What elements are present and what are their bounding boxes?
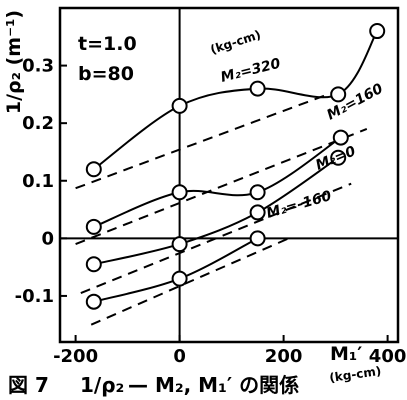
series-label: M₂=160 — [324, 81, 386, 124]
data-point — [369, 23, 386, 40]
series-group — [85, 23, 386, 178]
data-point — [330, 86, 347, 103]
caption-unit: (kg-cm) — [328, 364, 382, 385]
y-tick-label: 0 — [41, 228, 54, 249]
y-tick-label: -0.1 — [15, 286, 54, 307]
y-tick-label: 0.3 — [22, 56, 54, 77]
data-point — [171, 184, 188, 201]
theory-line — [80, 182, 352, 294]
x-tick-label: -200 — [53, 346, 98, 367]
caption-text: — M₂, M₁′ の関係 — [128, 373, 299, 397]
series-group — [85, 129, 349, 235]
series-group — [85, 149, 347, 273]
param-t: t=1.0 — [78, 33, 137, 55]
data-point — [249, 184, 266, 201]
data-point — [171, 97, 188, 114]
y-tick-label: 0.2 — [22, 113, 54, 134]
x-tick-label: 0 — [173, 346, 186, 367]
theory-lines — [75, 90, 368, 326]
data-point — [171, 270, 188, 287]
data-point — [85, 218, 102, 235]
data-point — [85, 256, 102, 273]
theory-line — [90, 237, 290, 326]
x-tick-label: 200 — [265, 346, 303, 367]
series-label: M₂=320 — [219, 56, 282, 86]
data-point — [249, 230, 266, 247]
data-point — [171, 236, 188, 253]
theory-line — [75, 90, 336, 190]
data-point — [249, 204, 266, 221]
series-label: M₂=-160 — [265, 188, 334, 222]
series-unit-note: (kg-cm) — [209, 27, 263, 56]
y-axis-label: 1/ρ₂ (m⁻¹) — [3, 10, 25, 114]
data-point — [249, 80, 266, 97]
experimental-curve — [93, 156, 339, 266]
caption-prefix: 図 7 — [8, 373, 49, 397]
series-group — [85, 230, 266, 310]
data-points — [85, 23, 386, 310]
data-point — [85, 293, 102, 310]
param-b: b=80 — [78, 63, 134, 85]
plot-frame — [58, 6, 400, 344]
y-tick-label: 0.1 — [22, 171, 54, 192]
caption-ysym: 1/ρ₂ — [80, 373, 124, 397]
data-point — [85, 161, 102, 178]
experimental-curve — [93, 136, 342, 228]
x-axis-label: M₁′ — [330, 343, 362, 365]
data-point — [330, 149, 347, 166]
theory-line — [75, 128, 368, 246]
data-point — [332, 129, 349, 146]
x-tick-label: 400 — [369, 346, 407, 367]
chart-text: t=1.0 b=80 1/ρ₂ (m⁻¹) M₁′ (kg-cm) 図 7 1/… — [3, 10, 406, 397]
